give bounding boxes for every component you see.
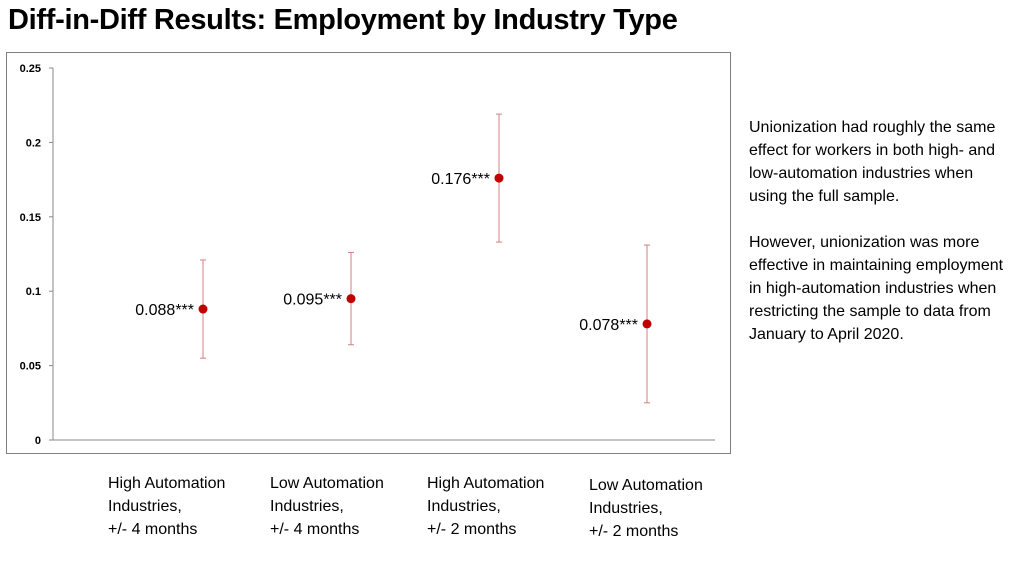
scatter-plot: 0 0.05 0.1 0.15 0.2 0.25 0.088*** 0.095*** 0.176… <box>20 63 715 447</box>
x-category-label: High Automation Industries, +/- 4 months <box>108 472 258 541</box>
y-tick-label: 0.15 <box>20 212 41 224</box>
x-category-label-line: +/- 2 months <box>589 523 679 540</box>
y-tick-label: 0.25 <box>20 63 41 75</box>
x-category-label-line: Industries, <box>270 498 344 515</box>
x-category-label-line: Industries, <box>589 500 663 517</box>
data-point <box>346 294 356 304</box>
x-category-label-line: Low Automation <box>589 477 703 494</box>
data-point <box>642 319 652 329</box>
x-category-label-line: Low Automation <box>270 475 384 492</box>
x-category-label-line: +/- 2 months <box>427 521 517 538</box>
y-tick-label: 0.2 <box>26 137 41 149</box>
x-category-label-line: Industries, <box>108 498 182 515</box>
x-category-label-line: High Automation <box>108 475 226 492</box>
data-point <box>198 304 208 314</box>
x-category-label-line: +/- 4 months <box>270 521 360 538</box>
data-label: 0.095*** <box>283 292 342 309</box>
x-category-label-line: High Automation <box>427 475 545 492</box>
chart-area: 0 0.05 0.1 0.15 0.2 0.25 0.088*** 0.095*** 0.176… <box>6 52 731 454</box>
y-tick-label: 0.1 <box>26 286 41 298</box>
y-tick-label: 0 <box>35 435 41 447</box>
x-category-label: High Automation Industries, +/- 2 months <box>427 472 577 541</box>
x-category-label: Low Automation Industries, +/- 4 months <box>270 472 420 541</box>
data-point <box>494 173 504 183</box>
data-label: 0.088*** <box>135 302 194 319</box>
data-label: 0.078*** <box>579 317 638 334</box>
x-category-label-line: +/- 4 months <box>108 521 198 538</box>
annotation-paragraph: However, unionization was more effective… <box>749 234 1004 343</box>
annotation-text: Unionization had roughly the same effect… <box>749 116 1014 369</box>
chart-title: Diff-in-Diff Results: Employment by Indu… <box>8 4 678 36</box>
x-category-label: Low Automation Industries, +/- 2 months <box>589 474 739 543</box>
x-category-label-line: Industries, <box>427 498 501 515</box>
annotation-paragraph: Unionization had roughly the same effect… <box>749 119 996 205</box>
data-label: 0.176*** <box>431 171 490 188</box>
y-tick-label: 0.05 <box>20 361 41 373</box>
